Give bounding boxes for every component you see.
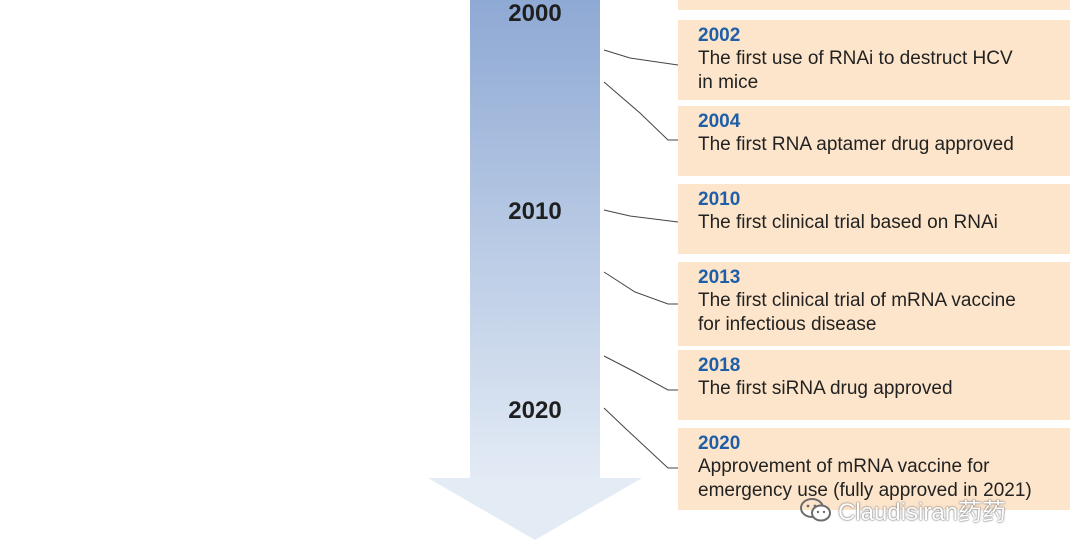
connector-line [603, 49, 679, 66]
event-text: The first clinical trial of mRNA vaccine [698, 290, 1016, 311]
event-year: 2010 [698, 189, 741, 210]
decade-label-2010: 2010 [508, 198, 562, 225]
event-text: in mice [698, 72, 759, 93]
decade-label-2020: 2020 [508, 397, 562, 424]
event-text: The first RNA aptamer drug approved [698, 134, 1014, 155]
connector-line [603, 271, 678, 305]
event-box-2002: 2002 The first use of RNAi to destruct H… [678, 20, 1070, 100]
event-year: 2018 [698, 355, 741, 376]
watermark-text: Claudisiran药药 [838, 499, 1007, 526]
event-box-2004: 2004 The first RNA aptamer drug approved [678, 106, 1070, 176]
event-year: 2002 [698, 25, 741, 46]
connector-line [603, 81, 678, 141]
event-box-2013: 2013 The first clinical trial of mRNA va… [678, 262, 1070, 346]
connector-line [603, 407, 678, 469]
event-year: 2020 [698, 433, 741, 454]
event-year: 2004 [698, 111, 741, 132]
event-box-partial [678, 0, 1070, 10]
event-text: emergency use (fully approved in 2021) [698, 480, 1032, 501]
connector-line [603, 209, 679, 223]
timeline-arrow-head [428, 478, 642, 540]
event-year: 2013 [698, 267, 741, 288]
event-text: The first use of RNAi to destruct HCV [698, 48, 1013, 69]
event-box-2018: 2018 The first siRNA drug approved [678, 350, 1070, 420]
timeline-arrow-shaft [470, 0, 600, 480]
event-box-2010: 2010 The first clinical trial based on R… [678, 184, 1070, 254]
event-text: for infectious disease [698, 314, 877, 335]
wechat-icon [800, 497, 831, 521]
decade-label-2000: 2000 [508, 0, 562, 27]
event-text: Approvement of mRNA vaccine for [698, 456, 990, 477]
event-text: The first clinical trial based on RNAi [698, 212, 998, 233]
event-box-2020: 2020 Approvement of mRNA vaccine for eme… [678, 428, 1070, 510]
watermark: Claudisiran药药 [800, 492, 1006, 527]
event-text: The first siRNA drug approved [698, 378, 953, 399]
connector-line [603, 355, 678, 391]
